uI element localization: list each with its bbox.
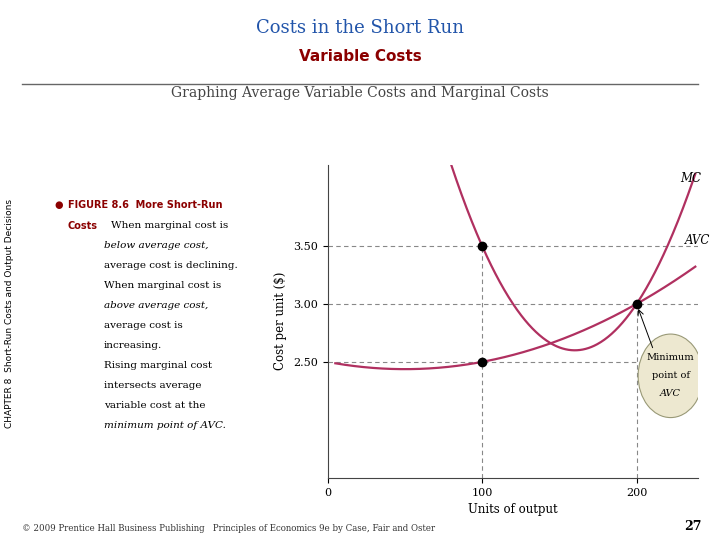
Text: AVC: AVC: [685, 234, 710, 247]
Y-axis label: Cost per unit ($): Cost per unit ($): [274, 272, 287, 370]
Text: Graphing Average Variable Costs and Marginal Costs: Graphing Average Variable Costs and Marg…: [171, 86, 549, 100]
Text: Costs in the Short Run: Costs in the Short Run: [256, 19, 464, 37]
Text: minimum point of AVC.: minimum point of AVC.: [104, 421, 225, 430]
Text: above average cost,: above average cost,: [104, 301, 208, 310]
Text: AVC: AVC: [660, 389, 681, 399]
Text: Costs: Costs: [68, 221, 98, 232]
Ellipse shape: [638, 334, 703, 417]
Text: © 2009 Prentice Hall Business Publishing   Principles of Economics 9e by Case, F: © 2009 Prentice Hall Business Publishing…: [22, 524, 435, 533]
Text: point of: point of: [652, 372, 690, 380]
Text: When marginal cost is: When marginal cost is: [104, 281, 221, 291]
Text: ●: ●: [55, 200, 63, 210]
Text: When marginal cost is: When marginal cost is: [111, 221, 228, 231]
Text: CHAPTER 8  Short-Run Costs and Output Decisions: CHAPTER 8 Short-Run Costs and Output Dec…: [5, 199, 14, 428]
Text: average cost is: average cost is: [104, 321, 182, 330]
Text: 27: 27: [685, 520, 702, 533]
Text: MC: MC: [680, 172, 701, 185]
Text: FIGURE 8.6  More Short-Run: FIGURE 8.6 More Short-Run: [68, 200, 222, 210]
Text: variable cost at the: variable cost at the: [104, 401, 205, 410]
Text: Minimum: Minimum: [647, 353, 694, 362]
Text: Rising marginal cost: Rising marginal cost: [104, 361, 212, 370]
Text: intersects average: intersects average: [104, 381, 201, 390]
Text: average cost is declining.: average cost is declining.: [104, 261, 238, 271]
X-axis label: Units of output: Units of output: [468, 503, 558, 516]
Text: Variable Costs: Variable Costs: [299, 49, 421, 64]
Text: increasing.: increasing.: [104, 341, 162, 350]
Text: below average cost,: below average cost,: [104, 241, 208, 251]
